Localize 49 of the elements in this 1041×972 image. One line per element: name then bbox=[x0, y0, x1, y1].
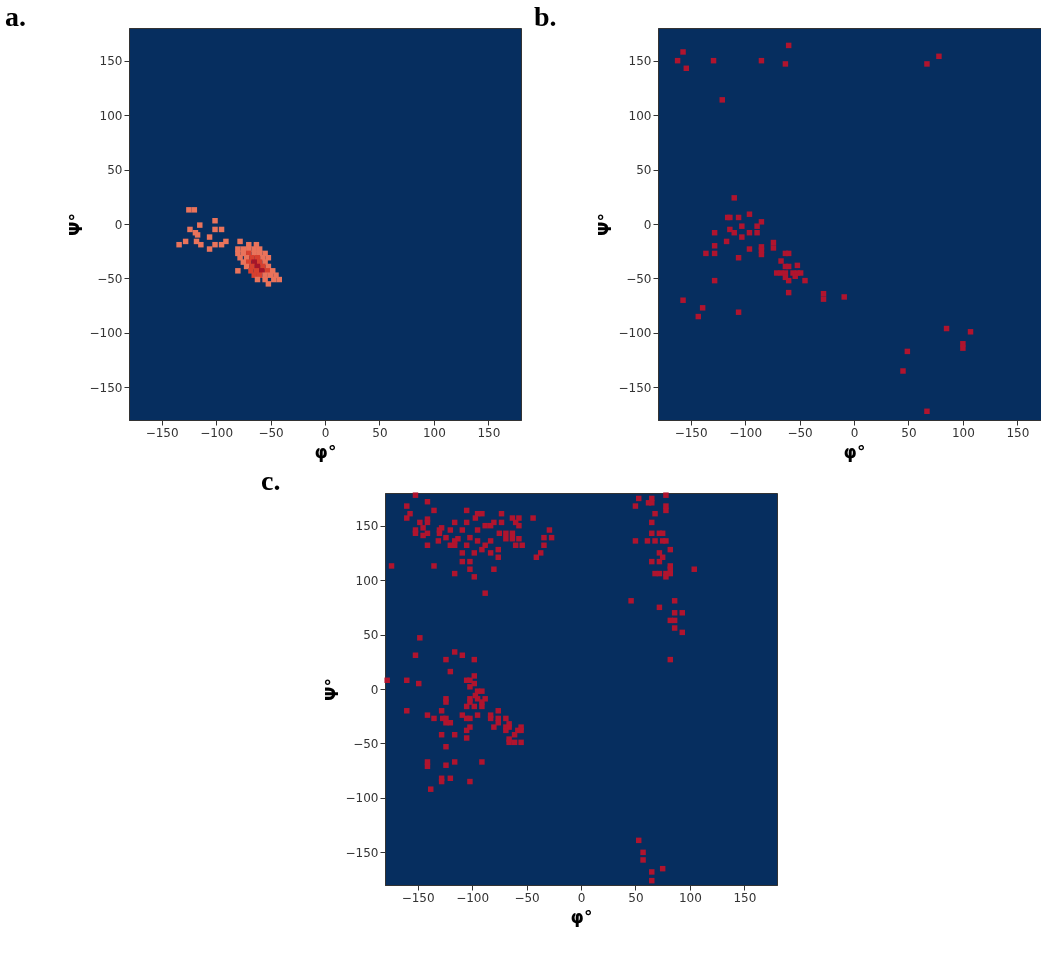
y-tick-label: −100 bbox=[618, 326, 652, 341]
x-tick-label: 50 bbox=[901, 425, 917, 440]
y-tick-label: 150 bbox=[628, 54, 652, 69]
y-tick-label: 50 bbox=[107, 163, 123, 178]
x-tick-label: 150 bbox=[733, 890, 757, 905]
x-tick-label: 100 bbox=[951, 425, 975, 440]
x-tick-label: −50 bbox=[514, 890, 540, 905]
y-axis-title: Ψ° bbox=[65, 213, 86, 236]
x-tick-label: −100 bbox=[729, 425, 763, 440]
y-tick-label: 0 bbox=[643, 217, 652, 232]
x-tick-label: 150 bbox=[477, 425, 501, 440]
y-tick-label: 100 bbox=[99, 108, 123, 123]
x-axis-title: φ° bbox=[570, 906, 593, 927]
y-tick-label: −50 bbox=[97, 271, 123, 286]
x-tick-label: −50 bbox=[787, 425, 813, 440]
y-tick-label: 100 bbox=[355, 573, 379, 588]
y-tick-label: −150 bbox=[345, 845, 379, 860]
x-tick-label: 0 bbox=[850, 425, 859, 440]
x-tick-label: −100 bbox=[200, 425, 234, 440]
y-axis-title: Ψ° bbox=[594, 213, 615, 236]
x-tick-label: −150 bbox=[401, 890, 435, 905]
y-tick-label: 150 bbox=[355, 519, 379, 534]
x-tick-label: −150 bbox=[145, 425, 179, 440]
x-axis-title: φ° bbox=[843, 441, 866, 462]
y-tick-label: −50 bbox=[626, 271, 652, 286]
y-tick-label: −100 bbox=[89, 326, 123, 341]
chart-title: b. bbox=[534, 1, 557, 32]
chart-title: a. bbox=[5, 1, 27, 32]
y-tick-label: −50 bbox=[353, 736, 379, 751]
x-tick-label: −150 bbox=[674, 425, 708, 440]
y-tick-label: −150 bbox=[618, 380, 652, 395]
x-tick-label: −50 bbox=[258, 425, 284, 440]
y-tick-label: 50 bbox=[363, 628, 379, 643]
x-tick-label: 0 bbox=[321, 425, 330, 440]
x-tick-label: −100 bbox=[456, 890, 490, 905]
x-axis-title: φ° bbox=[314, 441, 337, 462]
y-tick-label: 150 bbox=[99, 54, 123, 69]
chart-title: c. bbox=[261, 465, 281, 497]
y-tick-label: 100 bbox=[628, 108, 652, 123]
y-tick-label: 50 bbox=[636, 163, 652, 178]
y-tick-label: −150 bbox=[89, 380, 123, 395]
x-tick-label: 100 bbox=[422, 425, 446, 440]
x-tick-label: 150 bbox=[1006, 425, 1030, 440]
y-tick-label: 0 bbox=[114, 217, 123, 232]
y-tick-label: −100 bbox=[345, 791, 379, 806]
x-tick-label: 100 bbox=[678, 890, 702, 905]
y-tick-label: 0 bbox=[370, 682, 379, 697]
x-tick-label: 0 bbox=[577, 890, 586, 905]
y-axis-title: Ψ° bbox=[321, 678, 342, 701]
